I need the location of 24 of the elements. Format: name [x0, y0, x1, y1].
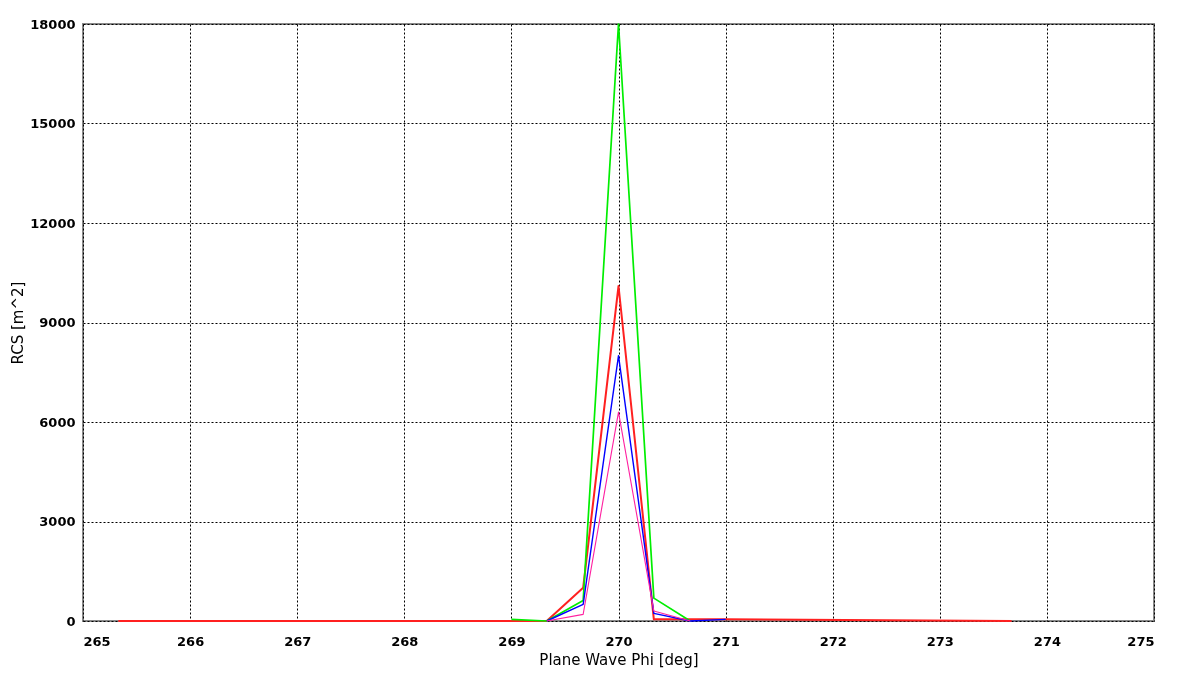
x-tick-label: 268 — [391, 633, 419, 649]
x-tick-label: 273 — [926, 633, 954, 649]
x-tick-label: 269 — [498, 633, 526, 649]
y-axis-title: RCS [m^2] — [9, 281, 28, 365]
y-tick-label: 12000 — [30, 215, 76, 231]
line-series — [510, 23, 692, 622]
x-tick-label: 275 — [1127, 633, 1155, 649]
x-tick-label: 265 — [83, 633, 111, 649]
x-tick-label: 271 — [712, 633, 740, 649]
y-tick-label: 3000 — [39, 514, 76, 529]
x-tick-label: 267 — [284, 633, 312, 649]
x-axis-title: Plane Wave Phi [deg] — [539, 650, 699, 669]
y-tick-label: 15000 — [30, 116, 76, 131]
line-series — [546, 411, 691, 622]
x-tick-label: 270 — [605, 633, 633, 649]
y-tick-label: 18000 — [30, 16, 76, 32]
line-series — [117, 285, 1013, 622]
x-tick-label: 274 — [1033, 633, 1061, 649]
x-tick-label: 266 — [177, 633, 205, 649]
y-tick-label: 0 — [66, 613, 76, 629]
x-tick-label: 272 — [819, 633, 847, 649]
line-series — [546, 354, 727, 622]
y-tick-label: 9000 — [39, 315, 76, 330]
y-tick-label: 6000 — [39, 414, 76, 430]
